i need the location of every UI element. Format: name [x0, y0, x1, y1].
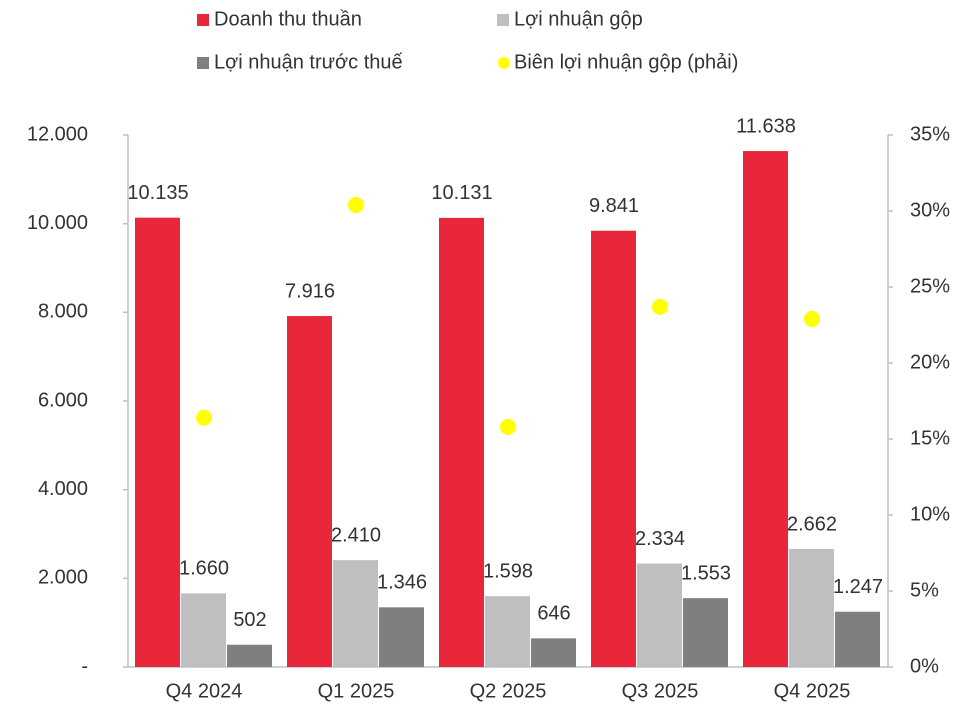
data-label: 1.247	[833, 576, 883, 598]
legend-label: Lợi nhuận trước thuế	[214, 51, 403, 73]
y2-tick-label: 15%	[910, 427, 950, 449]
y-tick-label: 10.000	[27, 212, 88, 234]
bar	[743, 151, 788, 668]
y2-tick-label: 35%	[910, 123, 950, 145]
data-label: 9.841	[589, 195, 639, 217]
bar	[789, 548, 834, 667]
data-label: 1.553	[681, 562, 731, 584]
y2-tick-label: 30%	[910, 199, 950, 221]
legend-swatch	[197, 14, 209, 26]
data-label: 1.346	[377, 572, 427, 594]
data-label: 10.135	[127, 182, 188, 204]
legend-label: Biên lợi nhuận gộp (phải)	[514, 51, 738, 73]
x-tick-label: Q4 2025	[774, 680, 851, 702]
data-label: 11.638	[736, 115, 796, 137]
margin-dot	[804, 310, 820, 327]
data-label: 502	[233, 609, 266, 631]
y2-tick-label: 10%	[910, 503, 950, 525]
y-tick-label: 4.000	[38, 478, 88, 500]
legend-swatch	[498, 57, 510, 69]
bar	[485, 596, 530, 667]
bar	[333, 560, 378, 667]
data-label: 1.598	[483, 560, 533, 582]
x-tick-label: Q4 2024	[166, 680, 243, 702]
bar	[531, 638, 576, 667]
y-tick-label: 8.000	[38, 301, 88, 323]
legend-label: Lợi nhuận gộp	[514, 8, 643, 30]
y2-tick-label: 5%	[910, 579, 939, 601]
legend-swatch	[497, 14, 509, 26]
data-label: 646	[537, 603, 570, 625]
bar	[683, 598, 728, 667]
bar	[439, 217, 484, 667]
margin-dot	[348, 196, 364, 213]
margin-dot	[196, 409, 212, 426]
data-label: 2.334	[635, 528, 685, 550]
bar	[637, 563, 682, 667]
x-tick-label: Q1 2025	[318, 680, 395, 702]
bar	[227, 644, 272, 667]
x-tick-label: Q2 2025	[470, 680, 547, 702]
y-tick-label: 12.000	[27, 123, 88, 145]
legend-swatch	[197, 57, 209, 69]
margin-dot	[500, 418, 516, 435]
y2-tick-label: 20%	[910, 351, 950, 373]
data-label: 1.660	[179, 558, 229, 580]
y2-tick-label: 0%	[910, 655, 939, 677]
data-label: 2.662	[787, 513, 837, 535]
bar	[135, 217, 180, 667]
margin-dot	[652, 298, 668, 315]
bar	[287, 316, 332, 667]
y2-tick-label: 25%	[910, 275, 950, 297]
bar	[591, 230, 636, 667]
x-tick-label: Q3 2025	[622, 680, 699, 702]
data-label: 2.410	[331, 524, 381, 546]
legend-label: Doanh thu thuần	[214, 8, 362, 30]
y-tick-label: 2.000	[38, 567, 88, 589]
bar	[835, 611, 880, 667]
y-tick-label: 6.000	[38, 389, 88, 411]
bar	[379, 607, 424, 667]
data-label: 7.916	[285, 280, 335, 302]
y-tick-label: -	[81, 655, 88, 677]
bar	[181, 593, 226, 667]
data-label: 10.131	[431, 182, 492, 204]
